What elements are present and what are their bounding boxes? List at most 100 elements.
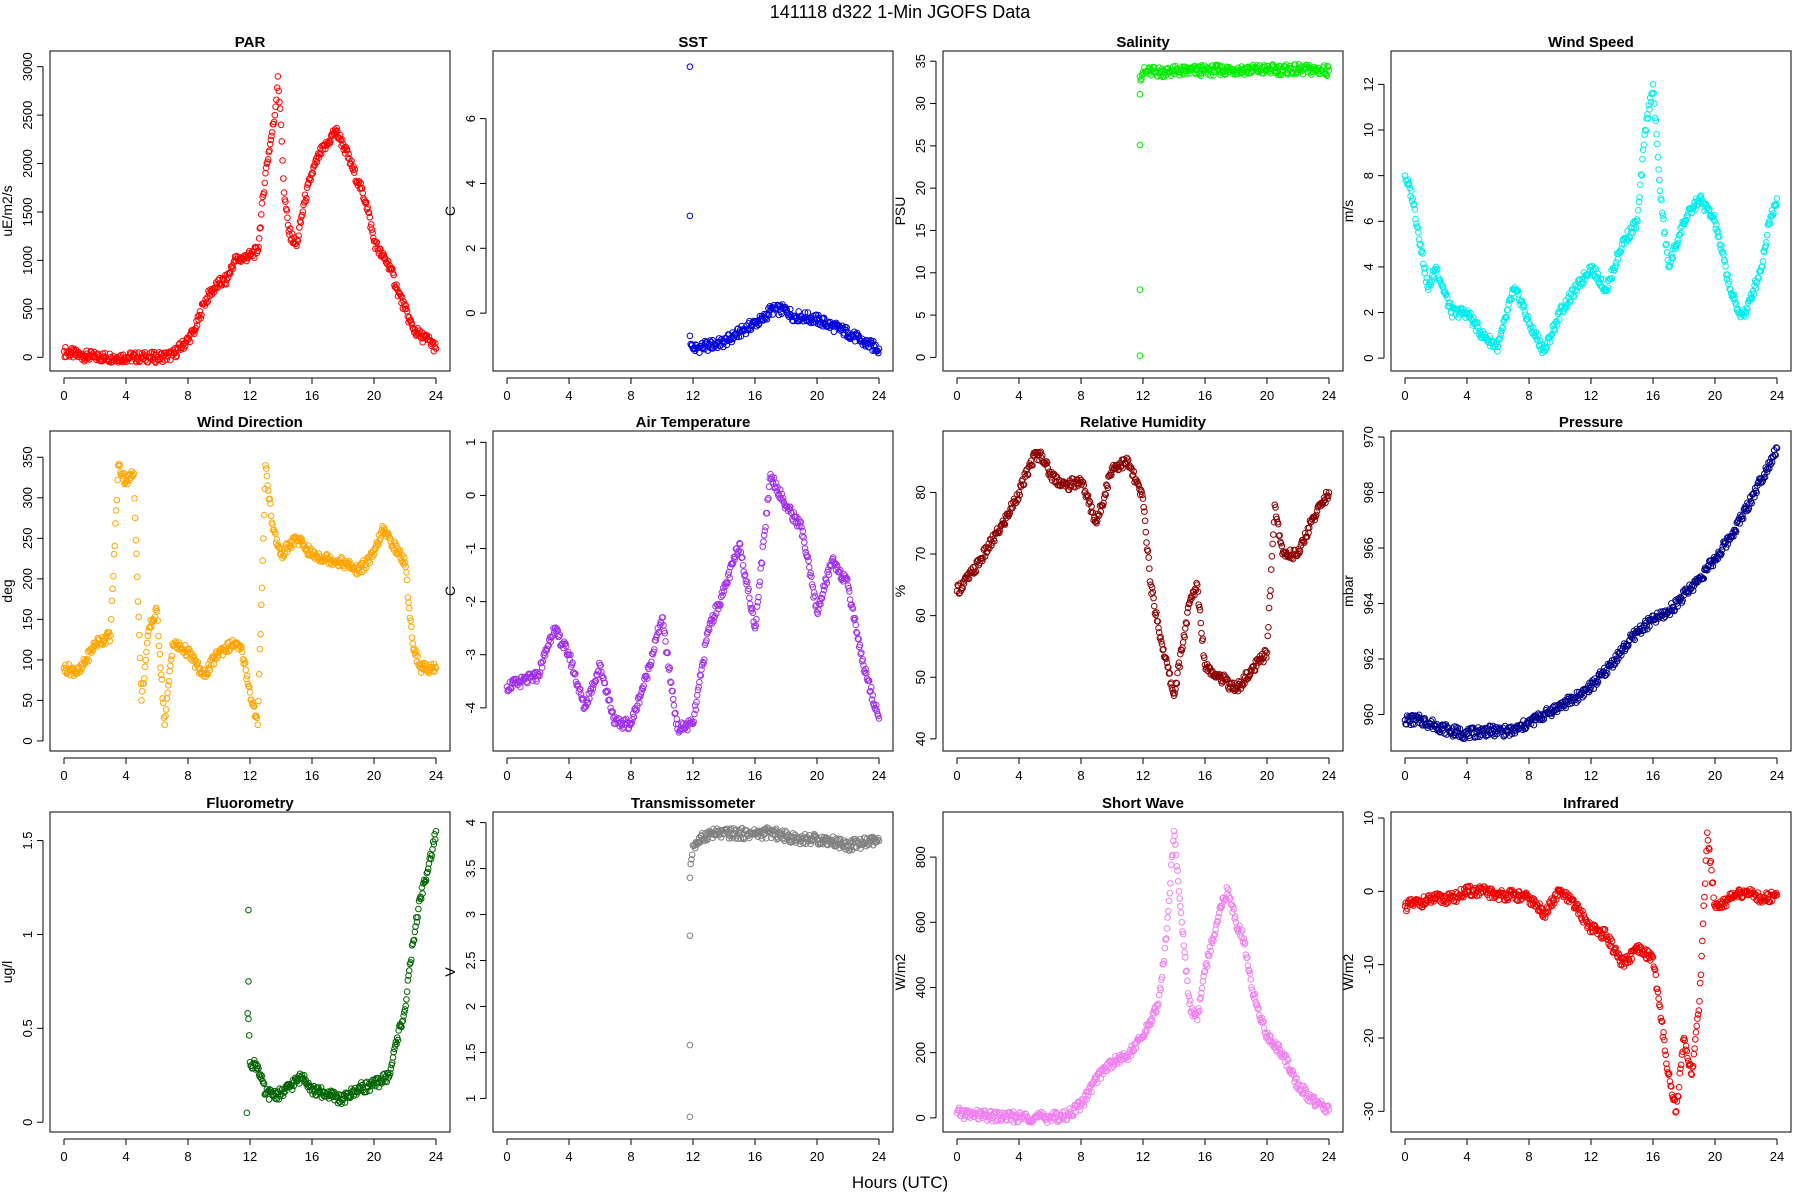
data-point (101, 349, 109, 357)
plot-frame (492, 50, 894, 372)
data-point (352, 569, 359, 577)
data-point (1277, 71, 1285, 79)
data-point (1136, 286, 1144, 293)
data-point (403, 576, 411, 584)
data-point (769, 311, 776, 318)
data-point (200, 670, 208, 677)
data-point (569, 659, 576, 667)
data-point (279, 157, 286, 164)
data-point (1499, 324, 1507, 331)
data-point (1412, 220, 1420, 228)
data-point (1688, 209, 1696, 217)
data-point (1415, 228, 1422, 236)
x-axis: 0 4 8 12 16 20 24 (1401, 377, 1784, 403)
y-tick-label: 600 (913, 911, 928, 933)
data-point (1436, 276, 1444, 284)
data-point (588, 689, 595, 696)
data-point (1660, 215, 1667, 223)
data-point (1422, 264, 1429, 272)
data-point (379, 523, 386, 530)
data-point (260, 535, 267, 542)
data-point (368, 226, 376, 233)
data-point (322, 145, 329, 153)
x-tick-label: 8 (1525, 388, 1532, 403)
y-tick-label: 2 (463, 1003, 478, 1010)
data-point (173, 352, 181, 359)
data-point (1532, 333, 1539, 341)
data-point (153, 607, 161, 615)
y-tick-label: 40 (913, 732, 928, 746)
data-point (255, 697, 262, 705)
data-point (645, 665, 652, 673)
data-point (150, 616, 157, 624)
y-tick-label: 960 (1361, 704, 1376, 726)
plot-frame (1390, 50, 1792, 372)
data-point (640, 682, 647, 690)
data-point (258, 200, 266, 207)
data-point (260, 511, 268, 519)
data-point (338, 553, 345, 561)
data-point (1732, 301, 1740, 309)
data-point (210, 288, 218, 296)
data-point (1757, 267, 1765, 275)
y-tick-label: 6 (463, 115, 478, 122)
y-tick-label: 80 (913, 485, 928, 499)
y-tick-label: 350 (20, 446, 35, 468)
x-axis: 0 4 8 12 16 20 24 (60, 757, 443, 783)
data-point (562, 642, 570, 650)
data-point (1646, 105, 1653, 113)
data-point (1721, 258, 1729, 265)
x-tick-label: 4 (1463, 388, 1470, 403)
data-point (302, 198, 309, 205)
data-point (362, 564, 370, 571)
data-point (181, 342, 189, 350)
data-point (243, 257, 250, 265)
y-tick-label: -3 (463, 649, 478, 661)
data-point (595, 667, 602, 675)
data-point (760, 310, 768, 318)
data-point (1681, 220, 1689, 228)
x-tick-label: 0 (503, 1149, 510, 1164)
data-point (517, 683, 524, 691)
data-point (1536, 337, 1544, 345)
panel-title: Relative Humidity (1080, 414, 1207, 431)
y-tick-label: 20 (913, 181, 928, 195)
data-point (1555, 316, 1563, 323)
data-point (431, 663, 439, 671)
x-tick-label: 24 (429, 388, 443, 403)
data-point (1570, 293, 1578, 300)
data-point (1608, 275, 1616, 282)
data-point (245, 682, 252, 690)
data-point (162, 712, 169, 720)
x-tick-label: 0 (953, 768, 960, 783)
data-point (270, 118, 278, 126)
data-point (810, 319, 818, 326)
y-tick-label: 400 (913, 977, 928, 999)
y-tick-label: 2.5 (463, 951, 478, 969)
data-point (167, 662, 174, 670)
y-tick-label: 3000 (20, 52, 35, 81)
data-point (636, 699, 643, 707)
data-point (1691, 206, 1699, 213)
y-tick-label: 300 (20, 487, 35, 509)
y-tick-label: 150 (20, 609, 35, 631)
data-point (1417, 240, 1424, 248)
data-point (757, 315, 764, 323)
data-point (259, 557, 266, 564)
data-point (539, 658, 547, 665)
data-point (389, 265, 396, 273)
data-point (1656, 176, 1663, 184)
data-point (266, 495, 274, 503)
data-point (625, 724, 633, 732)
y-tick-label: -4 (463, 702, 478, 714)
x-tick-label: 8 (1525, 768, 1532, 783)
x-tick-label: 24 (429, 1149, 443, 1164)
data-point (366, 213, 374, 221)
data-point (256, 225, 264, 232)
x-tick-label: 0 (60, 768, 67, 783)
data-point (229, 262, 236, 270)
data-point (431, 340, 439, 347)
